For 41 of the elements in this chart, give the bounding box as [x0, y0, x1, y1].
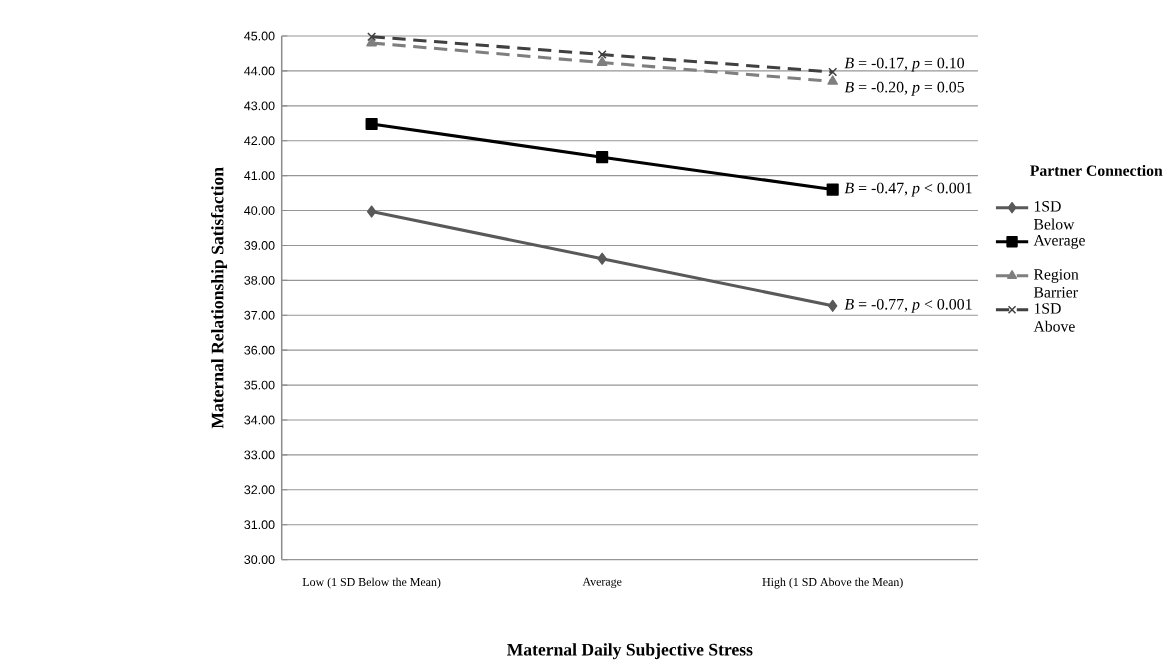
y-tick-label: 35.00: [244, 380, 275, 390]
y-tick-label: 39.00: [244, 240, 275, 250]
point: [597, 49, 607, 59]
y-tick-label: 42.00: [244, 136, 275, 145]
legend-title: Partner Connection: [1030, 164, 1163, 176]
y-tick-label: 43.00: [244, 101, 275, 111]
x-axis-title: Maternal Daily Subjective Stress: [507, 642, 753, 659]
annotation: B = -0.20, p = 0.05: [844, 81, 965, 96]
point: [366, 205, 377, 218]
point: [597, 252, 607, 265]
point: [596, 56, 608, 66]
legend-label: 1SD Above: [1033, 302, 1075, 332]
point: [827, 75, 839, 85]
y-tick-label: 37.00: [244, 310, 275, 320]
annotation: B = -0.17, p = 0.10: [844, 57, 965, 72]
point: [367, 31, 377, 41]
point: [826, 183, 839, 196]
x-tick-label: High (1 SD Above the Mean): [762, 577, 903, 589]
y-tick-label: 44.00: [244, 66, 275, 76]
legend-label: Region Barrier: [1033, 268, 1079, 298]
x-tick-label: Low (1 SD Below the Mean): [302, 577, 441, 589]
y-tick-label: 41.00: [244, 170, 275, 180]
legend-label: 1SD Below: [1033, 200, 1075, 230]
y-tick-label: 38.00: [244, 275, 275, 285]
y-tick-label: 31.00: [244, 520, 275, 529]
legend-label: Average: [1033, 234, 1085, 249]
point: [596, 150, 609, 163]
y-tick-label: 32.00: [244, 485, 275, 494]
annotation: B = -0.47, p < 0.001: [844, 182, 972, 197]
annotation: B = -0.77, p < 0.001: [844, 298, 972, 313]
x-tick-label: Average: [582, 577, 622, 588]
y-tick-label: 34.00: [244, 415, 275, 425]
point: [828, 67, 838, 77]
y-tick-label: 36.00: [244, 345, 275, 355]
y-tick-label: 45.00: [244, 31, 275, 41]
y-tick-label: 33.00: [244, 450, 275, 460]
y-tick-label: 40.00: [244, 205, 275, 215]
point: [365, 117, 378, 130]
point: [827, 299, 838, 312]
y-axis-title: Maternal Relationship Satisfaction: [210, 166, 228, 429]
y-tick-label: 30.00: [244, 554, 275, 564]
